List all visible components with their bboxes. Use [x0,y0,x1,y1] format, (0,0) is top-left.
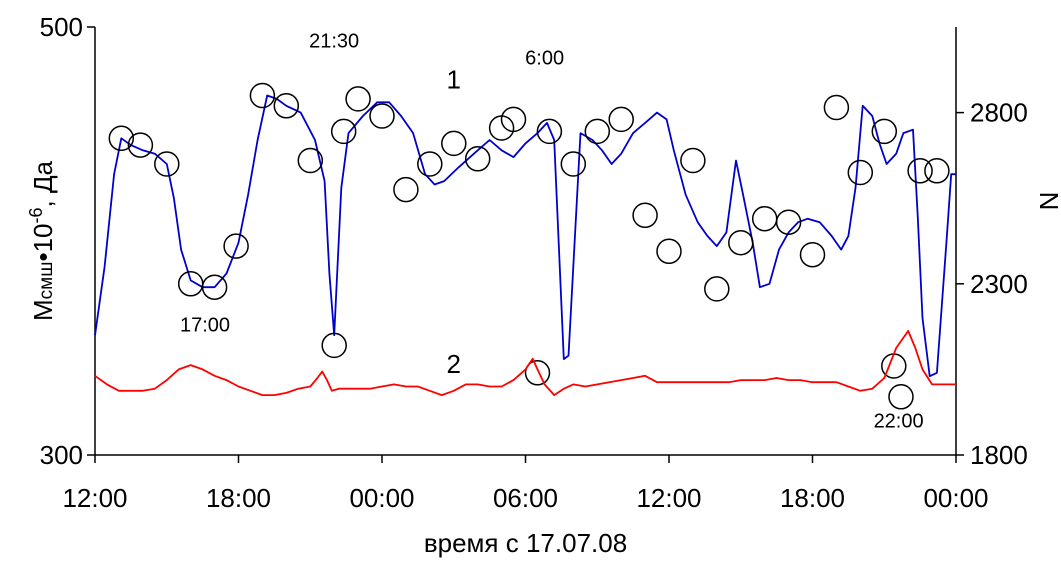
x-tick-label: 00:00 [349,483,414,513]
series-1-marker [608,106,634,133]
series-1-marker [500,106,527,133]
series-1-marker [417,151,443,177]
series-1-marker [177,271,204,297]
series-layer [94,82,956,410]
x-tick-label: 12:00 [62,483,127,513]
series-1-marker [464,146,491,172]
series-1-marker [704,276,730,302]
x-tick-label: 18:00 [206,483,271,513]
series-1-marker [297,147,324,174]
annotation-label: 22:00 [874,411,924,433]
right-y-tick-label: 2300 [970,269,1028,299]
series-1-marker [847,159,874,186]
series-1-marker [154,151,180,177]
left-y-tick-label: 500 [40,12,83,42]
series-1-marker [127,132,154,158]
series-1-marker [321,332,347,359]
series-line-1 [94,94,956,378]
series-1-marker [888,384,914,410]
annotation-label: 17:00 [180,315,230,337]
right-y-axis-title: N [1034,192,1061,211]
series-1-marker [823,94,850,121]
annotation-label: 21:30 [309,31,359,53]
series-1-marker [330,118,357,145]
series-1-marker [728,229,754,256]
series-1-marker [524,360,551,386]
x-tick-label: 12:00 [636,483,701,513]
series-1-marker [907,158,933,184]
series-1-marker [345,86,371,112]
right-y-tick-label: 2800 [970,98,1028,128]
series-1-marker [223,233,249,259]
x-tick-label: 18:00 [780,483,845,513]
series-1-marker [775,209,802,235]
series-1-marker [584,118,611,145]
right-y-tick-label: 1800 [970,440,1028,470]
series-1-marker [656,238,682,265]
x-tick-label: 00:00 [923,483,988,513]
series-1-marker [369,103,395,129]
series-1-marker [680,147,706,174]
series-1-marker [108,125,135,152]
series-1-marker [924,158,950,184]
series-1-marker [201,274,228,300]
series-1-marker [751,205,778,232]
axes-layer [87,26,964,463]
series-1-marker [273,93,300,119]
series-1-marker [871,118,898,145]
series-1-marker [441,130,467,157]
text-layer: 12:00 18:00 00:00 06:00 12:00 18:00 00:00 500 30… [26,12,1061,558]
annotation-label: 1 [447,65,461,95]
left-y-axis-title: Mсмш•10-6, Да [26,160,58,321]
series-1-marker [536,118,563,145]
x-axis-title: время с 17.07.08 [424,528,627,558]
series-line-2 [94,330,956,396]
series-1-marker [249,82,276,109]
series-1-marker [632,202,658,229]
left-y-tick-label: 300 [40,440,83,470]
series-1-marker [560,151,587,177]
x-tick-label: 06:00 [493,483,558,513]
series-1-marker [393,176,419,203]
series-1-marker [799,241,826,268]
annotation-label: 6:00 [525,48,564,70]
annotation-label: 2 [447,349,461,379]
